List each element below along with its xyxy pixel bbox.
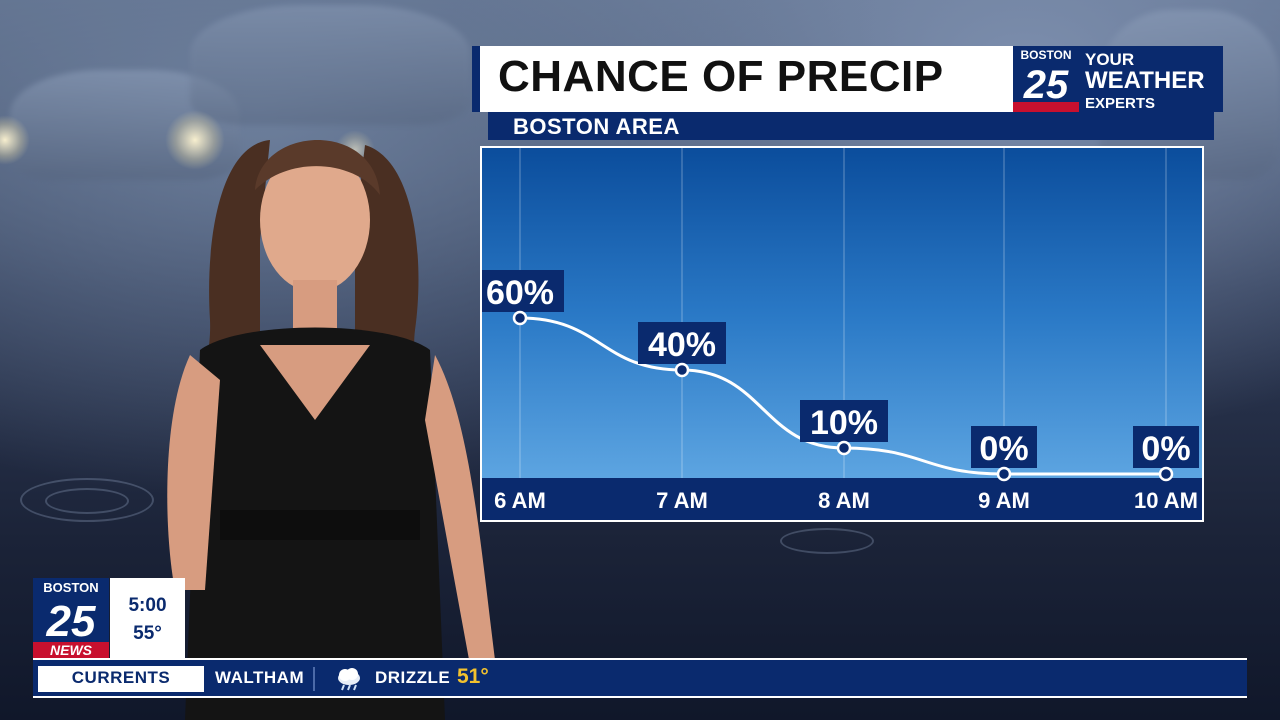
data-label-box [1133, 426, 1199, 468]
news-logo-station: BOSTON [43, 580, 98, 595]
logo-number: 25 [1023, 63, 1069, 107]
x-tick-label: 9 AM [978, 488, 1030, 513]
drizzle-cloud-icon [338, 668, 360, 691]
background-truck [190, 5, 470, 125]
logo-tagline-3: EXPERTS [1085, 95, 1155, 112]
rain-ripple [45, 488, 129, 514]
station-logo: BOSTON 25 YOUR WEATHER EXPERTS [1013, 46, 1223, 112]
data-label-box [971, 426, 1037, 468]
x-tick-label: 10 AM [1134, 488, 1198, 513]
rain-ripple [20, 478, 154, 522]
data-label-box [800, 400, 888, 442]
data-label: 0% [979, 430, 1028, 468]
currents-label: CURRENTS [71, 668, 171, 687]
precip-series-line [519, 316, 1166, 476]
clock-time: 5:00 [128, 595, 167, 616]
chart-subtitle-bar: BOSTON AREA [488, 112, 1214, 140]
data-label: 10% [810, 404, 878, 442]
precip-chart: 60% 6 AM 40% 7 AM 10% 8 AM 0% 9 AM 0% 10 AM [480, 146, 1204, 522]
data-point [996, 466, 1012, 482]
currents-ticker: CURRENTS WALTHAM DRIZZLE 51° [33, 658, 1247, 698]
data-point [512, 310, 528, 326]
currents-label-box: CURRENTS [38, 666, 204, 692]
ticker-location: WALTHAM [215, 668, 305, 687]
news-logo-text: NEWS [50, 642, 93, 658]
logo-tagline-2: WEATHER [1085, 67, 1205, 94]
data-label-box [482, 270, 564, 312]
chart-title: CHANCE OF PRECIP [498, 52, 944, 101]
data-label: 60% [486, 274, 554, 312]
data-point [674, 362, 690, 378]
ticker-divider [313, 667, 315, 691]
data-label-box [638, 322, 726, 364]
x-tick-label: 8 AM [818, 488, 870, 513]
news-logo: BOSTON 25 NEWS [33, 578, 109, 658]
chart-subtitle: BOSTON AREA [513, 114, 680, 139]
logo-station-text: BOSTON [1020, 48, 1071, 62]
presenter-figure [167, 140, 495, 720]
news-logo-number: 25 [46, 597, 96, 646]
clock-box: 5:00 55° [110, 578, 185, 658]
logo-tagline-1: YOUR [1085, 50, 1134, 69]
precip-chart-svg: 60% 6 AM 40% 7 AM 10% 8 AM 0% 9 AM 0% 10 AM [482, 148, 1202, 520]
x-tick-label: 6 AM [494, 488, 546, 513]
headlight [165, 110, 225, 170]
ticker-condition: DRIZZLE [375, 668, 451, 687]
x-tick-label: 7 AM [656, 488, 708, 513]
clock-temp: 55° [133, 623, 162, 644]
data-point [1158, 466, 1174, 482]
data-point [836, 440, 852, 456]
rain-ripple [780, 528, 874, 554]
data-label: 40% [648, 326, 716, 364]
data-label: 0% [1141, 430, 1190, 468]
x-axis-band [482, 478, 1202, 520]
ticker-temperature: 51° [457, 665, 489, 688]
